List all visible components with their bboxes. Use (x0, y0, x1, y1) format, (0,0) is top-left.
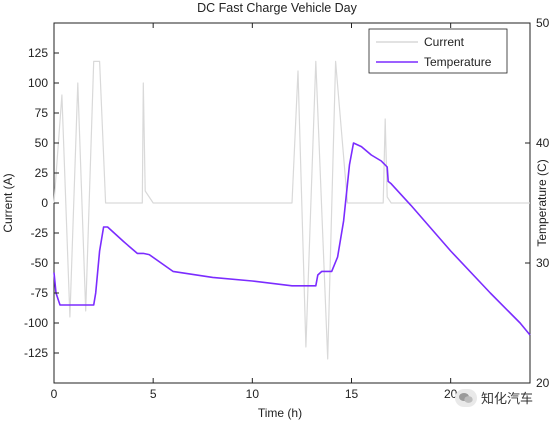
x-tick-label: 15 (345, 387, 359, 401)
x-axis-label: Time (h) (258, 406, 302, 420)
right-y-axis-label: Temperature (C) (535, 159, 549, 246)
x-tick-label: 0 (51, 387, 58, 401)
watermark: 知化汽车 (455, 388, 533, 407)
x-axis-ticks: 0 5 10 15 20 (51, 23, 458, 401)
legend-box (368, 28, 508, 74)
left-y-tick-label: -50 (31, 256, 49, 270)
left-y-axis-label: Current (A) (1, 173, 15, 232)
x-tick-label: 5 (150, 387, 157, 401)
left-y-axis-ticks: -125 -100 -75 -50 -25 0 25 50 75 100 125 (24, 46, 59, 360)
right-y-tick-label: 40 (536, 136, 550, 150)
right-y-tick-label: 50 (536, 16, 550, 30)
legend-label-current: Current (424, 35, 465, 49)
x-tick-label: 20 (444, 387, 458, 401)
left-y-tick-label: -25 (31, 226, 49, 240)
left-y-tick-label: -100 (24, 316, 48, 330)
left-y-tick-label: 100 (28, 76, 48, 90)
left-y-tick-label: 75 (35, 106, 49, 120)
wechat-icon (455, 388, 477, 407)
left-y-tick-label: -125 (24, 346, 48, 360)
right-y-tick-label: 20 (536, 376, 550, 390)
legend-label-temperature: Temperature (424, 55, 492, 69)
temperature-series-line (53, 142, 531, 336)
right-y-axis-ticks: 20 30 40 50 (525, 16, 550, 390)
legend: Current Temperature (368, 28, 508, 74)
left-y-tick-label: -75 (31, 286, 49, 300)
watermark-text: 知化汽车 (481, 392, 534, 407)
left-y-tick-label: 0 (41, 196, 48, 210)
left-y-tick-label: 125 (28, 46, 48, 60)
left-y-tick-label: 50 (35, 136, 49, 150)
left-y-tick-label: 25 (35, 166, 49, 180)
chart-title: DC Fast Charge Vehicle Day (197, 1, 358, 15)
current-series-line (53, 60, 530, 360)
temperature-series-layer (53, 142, 531, 336)
right-y-tick-label: 30 (536, 256, 550, 270)
current-series-layer (53, 60, 530, 360)
x-tick-label: 10 (246, 387, 260, 401)
